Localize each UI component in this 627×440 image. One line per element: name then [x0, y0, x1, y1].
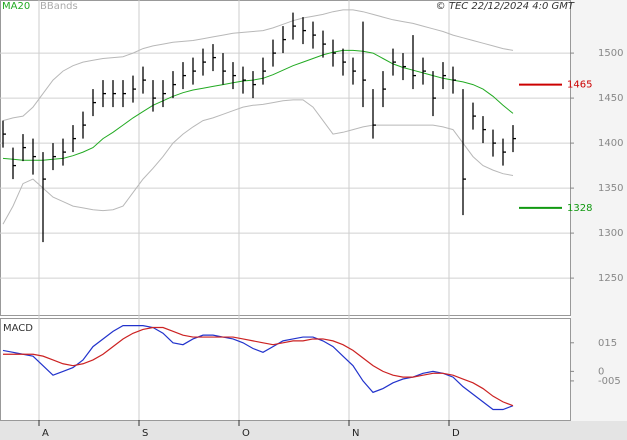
x-tick-label: N: [352, 428, 359, 439]
y-tick-label: 015: [598, 338, 617, 349]
macd-line: [2, 325, 514, 411]
macd-title: MACD: [3, 323, 33, 334]
legend-ma20: MA20: [2, 1, 30, 12]
x-tick-label: A: [42, 428, 49, 439]
copyright: © TEC 22/12/2024 4:0 GMT: [436, 1, 575, 12]
y-tick-label: 1350: [598, 183, 623, 194]
x-tick-label: S: [142, 428, 148, 439]
y-tick-label: 1500: [598, 48, 623, 59]
price-frame: [0, 0, 571, 316]
x-tick-label: O: [242, 428, 250, 439]
ma-line: [2, 49, 514, 161]
level-label: 1328: [567, 203, 592, 214]
level-label: 1465: [567, 80, 592, 91]
legend-bbands: BBands: [40, 1, 78, 12]
band-line: [2, 9, 514, 122]
macd-line: [3, 326, 514, 407]
y-tick-label: 1250: [598, 273, 623, 284]
band-line: [2, 99, 514, 225]
y-tick-label: 1400: [598, 138, 623, 149]
y-tick-label: 1300: [598, 228, 623, 239]
macd-frame: [0, 318, 571, 421]
price-axis-band: [571, 0, 627, 421]
x-tick-label: D: [452, 428, 460, 439]
date-axis-band: [0, 421, 627, 440]
y-tick-label: -005: [598, 376, 621, 387]
y-tick-label: 0: [598, 366, 604, 377]
y-tick-label: 1450: [598, 93, 623, 104]
